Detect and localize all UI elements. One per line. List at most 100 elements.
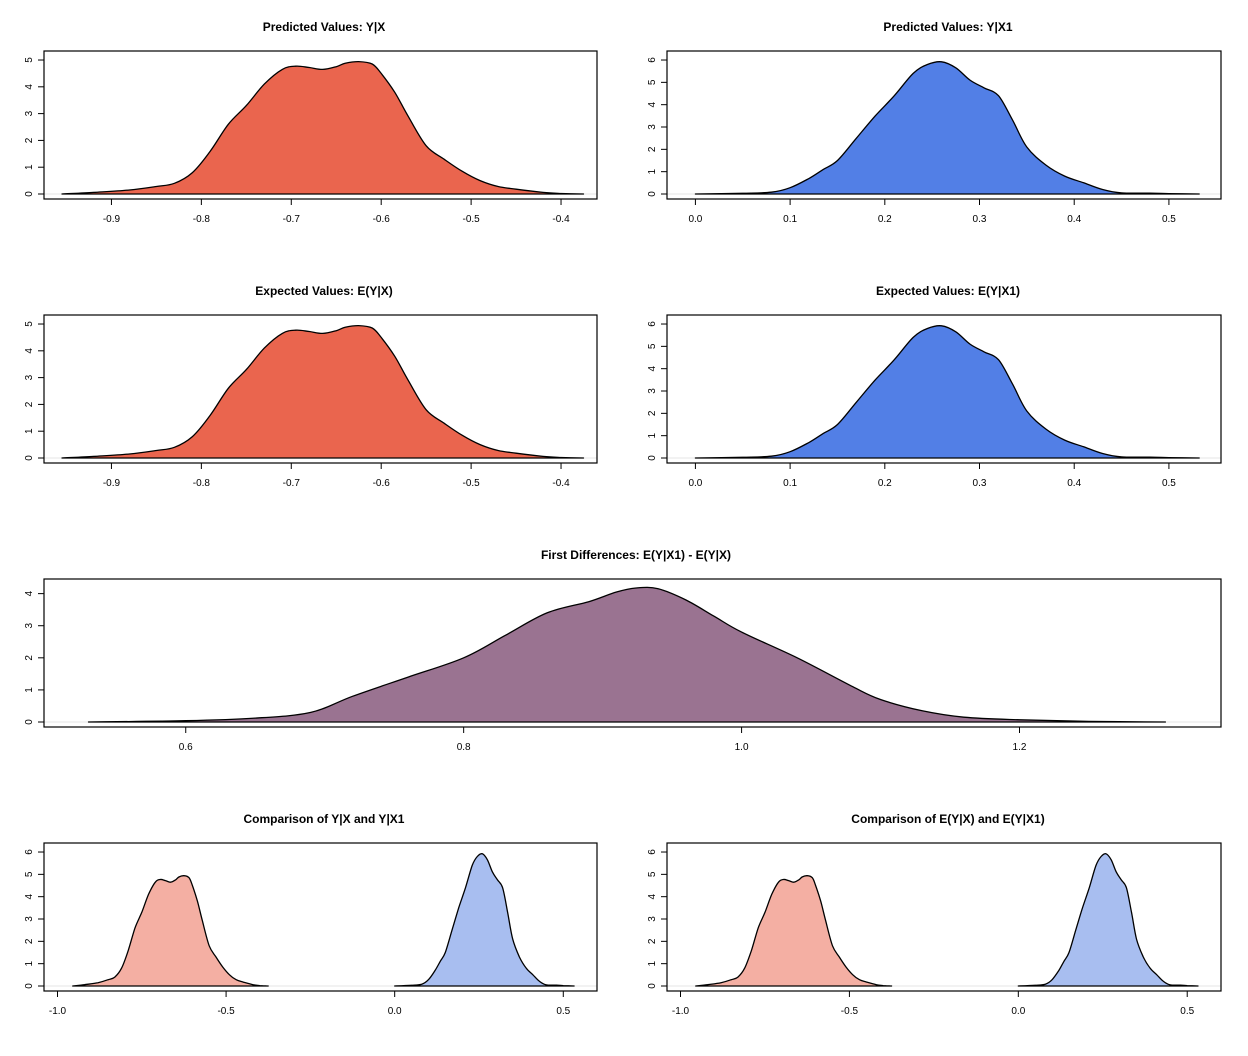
y-tick-label: 6	[647, 849, 658, 855]
y-tick-label: 0	[24, 719, 35, 725]
y-tick-label: 0	[24, 455, 35, 461]
x-tick-label: 0.5	[1162, 478, 1176, 489]
x-tick-label: 1.0	[735, 742, 749, 753]
x-tick-label: -0.9	[103, 214, 121, 225]
panel-expected-values-y-given-x1: Expected Values: E(Y|X1) 0.0 0.1 0.2 0.3 0.4…	[647, 284, 1222, 489]
y-tick-label: 5	[647, 343, 658, 349]
chart-title: Predicted Values: Y|X	[263, 20, 386, 34]
density-area-series-1	[694, 325, 1200, 459]
density-area-series-1	[61, 324, 585, 459]
y-tick-label: 0	[647, 983, 658, 989]
y-tick-label: 3	[647, 124, 658, 130]
x-tick-label: 0.1	[783, 214, 797, 225]
chart-title: Comparison of Y|X and Y|X1	[244, 812, 405, 826]
density-area-series-2	[394, 853, 575, 987]
panel-predicted-values-y-given-x1: Predicted Values: Y|X1 0.0 0.1 0.2 0.3 0.4 0.…	[647, 20, 1222, 225]
plot-frame	[43, 50, 598, 200]
x-tick-label: 0.2	[878, 214, 892, 225]
y-tick-label: 5	[24, 57, 35, 63]
plot-frame	[43, 842, 598, 992]
y-tick-label: 3	[24, 374, 35, 380]
y-tick-label: 6	[24, 849, 35, 855]
y-tick-label: 2	[24, 655, 35, 661]
plot-frame	[666, 842, 1222, 992]
x-tick-label: 0.3	[973, 478, 987, 489]
y-tick-label: 2	[647, 410, 658, 416]
x-tick-label: 0.5	[556, 1006, 570, 1017]
y-tick-label: 3	[647, 916, 658, 922]
x-tick-label: 0.2	[878, 478, 892, 489]
y-tick-label: 1	[647, 168, 658, 174]
chart-title: Comparison of E(Y|X) and E(Y|X1)	[851, 812, 1044, 826]
y-tick-label: 5	[647, 871, 658, 877]
y-tick-label: 0	[647, 191, 658, 197]
x-tick-label: 1.2	[1013, 742, 1027, 753]
x-tick-label: -0.7	[283, 214, 301, 225]
x-tick-label: -0.5	[462, 478, 480, 489]
y-tick-label: 1	[24, 960, 35, 966]
chart-title: Expected Values: E(Y|X1)	[876, 284, 1020, 298]
y-tick-label: 2	[647, 938, 658, 944]
y-tick-label: 1	[24, 164, 35, 170]
y-tick-label: 1	[24, 428, 35, 434]
x-tick-label: -1.0	[49, 1006, 67, 1017]
plot-frame	[666, 50, 1222, 200]
y-tick-label: 4	[647, 893, 658, 899]
chart-title: First Differences: E(Y|X1) - E(Y|X)	[541, 548, 731, 562]
y-tick-label: 2	[24, 401, 35, 407]
y-tick-label: 4	[24, 348, 35, 354]
y-tick-label: 1	[24, 687, 35, 693]
x-tick-label: 0.6	[179, 742, 193, 753]
plot-frame	[43, 314, 598, 464]
panel-comparison-expected: Comparison of E(Y|X) and E(Y|X1) -1.0 -0.…	[647, 812, 1222, 1017]
plot-frame	[666, 314, 1222, 464]
density-area-series-1	[72, 875, 269, 987]
chart-title: Predicted Values: Y|X1	[883, 20, 1013, 34]
y-tick-label: 3	[24, 623, 35, 629]
density-area-series-2	[1017, 853, 1199, 987]
y-tick-label: 0	[24, 191, 35, 197]
y-tick-label: 0	[24, 983, 35, 989]
y-tick-label: 6	[647, 321, 658, 327]
x-tick-label: -0.4	[552, 214, 570, 225]
y-tick-label: 5	[24, 321, 35, 327]
panel-comparison-predicted: Comparison of Y|X and Y|X1 -1.0 -0.5 0.0 0.…	[24, 812, 598, 1017]
density-area-series-1	[61, 60, 585, 195]
y-tick-label: 5	[24, 871, 35, 877]
panel-predicted-values-y-given-x: Predicted Values: Y|X -0.9 -0.8 -0.7 -0.6 -0…	[24, 20, 598, 225]
y-tick-label: 4	[647, 365, 658, 371]
x-tick-label: -0.8	[193, 214, 211, 225]
x-tick-label: -0.6	[373, 478, 391, 489]
x-tick-label: 0.0	[388, 1006, 402, 1017]
x-tick-label: -1.0	[672, 1006, 690, 1017]
x-tick-label: 0.8	[457, 742, 471, 753]
y-tick-label: 3	[24, 916, 35, 922]
density-area-series-1	[695, 875, 893, 987]
y-tick-label: 1	[647, 432, 658, 438]
y-tick-label: 4	[647, 101, 658, 107]
x-tick-label: -0.4	[552, 478, 570, 489]
panel-expected-values-y-given-x: Expected Values: E(Y|X) -0.9 -0.8 -0.7 -0.6…	[24, 284, 598, 489]
y-tick-label: 2	[24, 137, 35, 143]
x-tick-label: 0.0	[1011, 1006, 1025, 1017]
x-tick-label: -0.5	[462, 214, 480, 225]
x-tick-label: -0.7	[283, 478, 301, 489]
x-tick-label: 0.5	[1180, 1006, 1194, 1017]
plot-frame	[43, 578, 1222, 728]
y-tick-label: 4	[24, 590, 35, 596]
y-tick-label: 2	[24, 938, 35, 944]
y-tick-label: 2	[647, 146, 658, 152]
density-area-series-1	[87, 586, 1167, 723]
x-tick-label: 0.5	[1162, 214, 1176, 225]
x-tick-label: -0.6	[373, 214, 391, 225]
y-tick-label: 4	[24, 893, 35, 899]
y-tick-label: 3	[647, 388, 658, 394]
y-tick-label: 1	[647, 960, 658, 966]
y-tick-label: 5	[647, 79, 658, 85]
x-tick-label: -0.5	[217, 1006, 235, 1017]
x-tick-label: 0.4	[1067, 214, 1081, 225]
y-tick-label: 0	[647, 455, 658, 461]
density-area-series-1	[694, 61, 1200, 195]
x-tick-label: -0.8	[193, 478, 211, 489]
x-tick-label: -0.9	[103, 478, 121, 489]
